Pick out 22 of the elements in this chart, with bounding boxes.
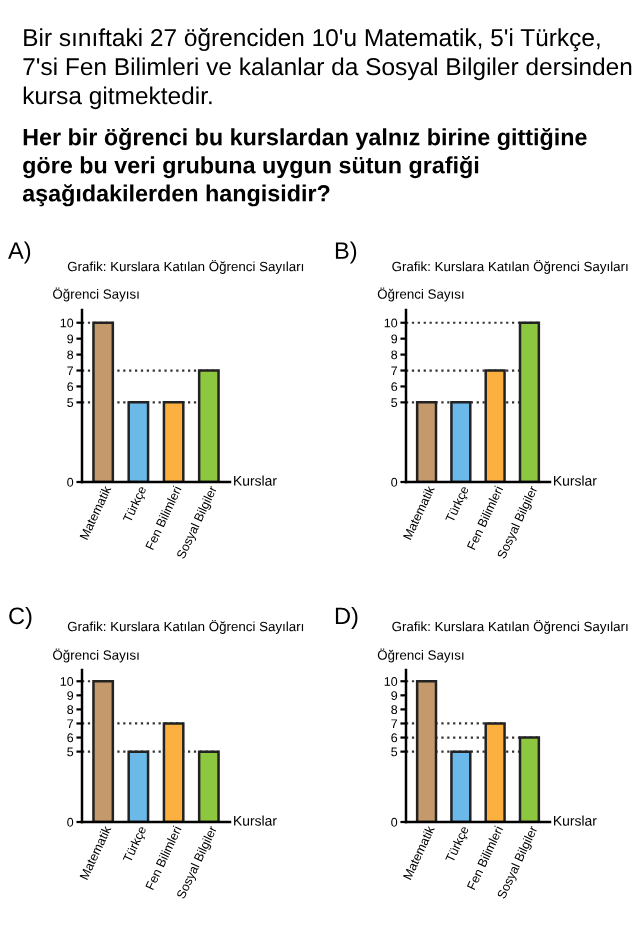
text: Her bir öğrenci bu kurslardan yalnız birine gittiğine göre bu veri grubuna uygun sütun grafiği aşağıdakilerden hangisidir? (22, 128, 587, 207)
bar (484, 722, 506, 822)
bar (450, 750, 472, 822)
bar (415, 401, 438, 482)
bar (127, 401, 150, 482)
bar (484, 369, 506, 482)
bar (127, 750, 150, 822)
bar (92, 321, 115, 482)
bar (518, 736, 541, 822)
text: D) (335, 606, 358, 629)
bar (415, 680, 438, 822)
bar (92, 680, 115, 822)
bar (450, 401, 472, 482)
bar (197, 369, 220, 482)
text: A) (8, 241, 31, 264)
bar (162, 722, 185, 822)
text: Bir sınıftaki 27 öğrenciden 10'u Matematik, 5'i Türkçe, 7'si Fen Bilimleri ve kalanlar da Sosyal Bilgiler dersinden kursa gitmektedir. (23, 28, 632, 110)
text: B) (335, 241, 357, 264)
text: C) (9, 606, 32, 629)
bar (518, 321, 541, 482)
bar (197, 750, 220, 822)
bar (162, 401, 185, 482)
